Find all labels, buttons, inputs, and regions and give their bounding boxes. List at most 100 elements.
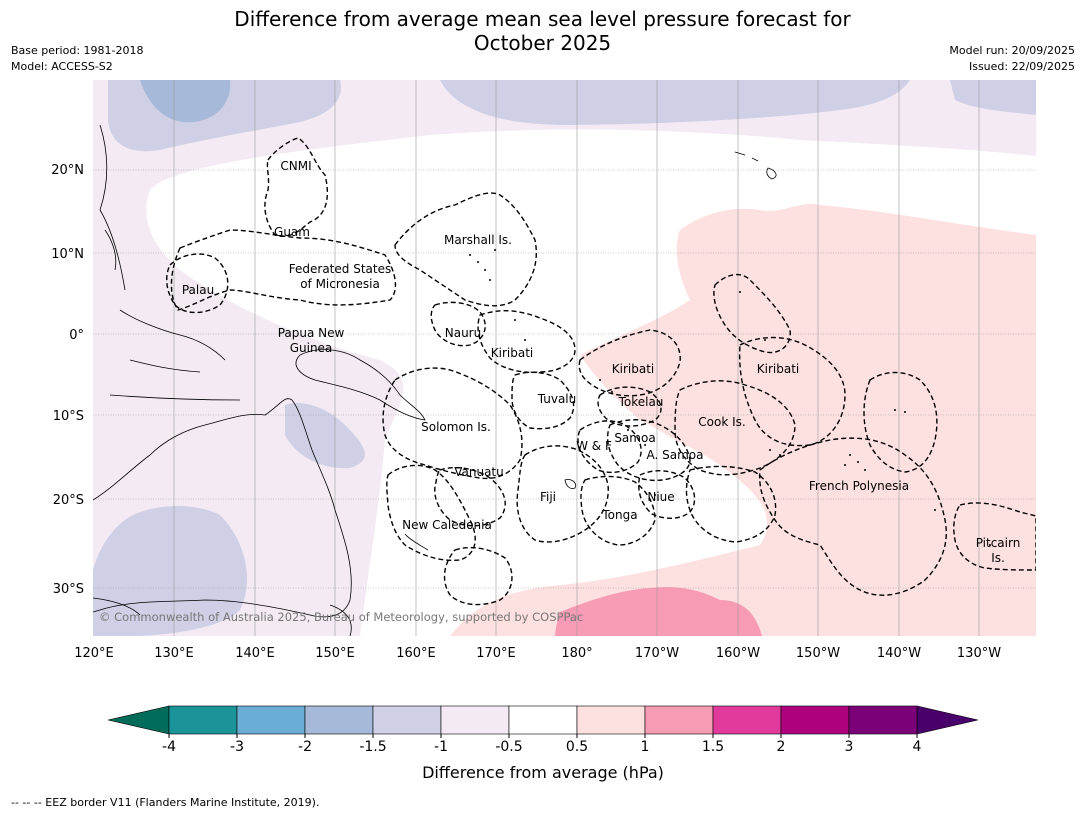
eez-vanuatu <box>434 466 506 527</box>
label-nauru: Nauru <box>445 326 481 340</box>
label-wallis-futuna: W & F <box>576 439 612 453</box>
eez-line-north <box>713 273 791 354</box>
eez-niue <box>638 470 696 519</box>
colorbar-tick-label: -0.5 <box>495 739 522 755</box>
label-marshall: Marshall Is. <box>444 233 512 247</box>
label-fsm-2: of Micronesia <box>300 277 380 291</box>
base-period: Base period: 1981-2018 <box>11 44 144 57</box>
south-coast <box>93 597 352 636</box>
colorbar-tick-label: -1 <box>434 739 448 755</box>
colorbar-tick-label: 3 <box>845 739 854 755</box>
meta-right: Model run: 20/09/2025 Issued: 22/09/2025 <box>949 43 1075 75</box>
field-steel-nw <box>140 80 231 123</box>
lon-label: 160°W <box>716 646 760 661</box>
label-cnmi: CNMI <box>280 159 311 173</box>
colorbar-swatch <box>780 705 850 735</box>
colorbar-swatch <box>644 705 714 735</box>
colorbar-swatch <box>304 705 374 735</box>
lon-label: 130°E <box>154 646 194 661</box>
label-kiribati-east: Kiribati <box>757 362 799 376</box>
eez-palau <box>166 253 229 314</box>
eez-french-polynesia-west <box>758 437 947 596</box>
eez-cnmi-guam <box>264 137 328 237</box>
lat-label: 20°N <box>51 163 84 178</box>
eez-solomon <box>382 367 523 480</box>
colorbar-tick-label: -3 <box>230 739 244 755</box>
colorbar-swatch <box>236 705 306 735</box>
copyright-notice: © Commonwealth of Australia 2025, Bureau… <box>99 610 583 624</box>
label-vanuatu: Vanuatu <box>454 465 504 479</box>
eez-tonga <box>580 475 656 546</box>
latitude-labels: 20°N 10°N 0° 10°S 20°S 30°S <box>51 163 84 597</box>
colorbar-tick-label: -4 <box>162 739 176 755</box>
lat-label: 0° <box>69 328 84 343</box>
field-blue-north <box>440 80 910 125</box>
eez-tokelau <box>597 386 662 427</box>
indonesia-coast <box>109 309 241 401</box>
coastlines <box>93 124 777 636</box>
longitude-labels: 120°E 130°E 140°E 150°E 160°E 170°E 180°… <box>74 646 1001 661</box>
field-pink-south <box>555 587 762 636</box>
eez-norfolk <box>443 546 513 606</box>
lon-label: 130°W <box>957 646 1001 661</box>
eez-nauru <box>430 301 486 347</box>
label-fiji: Fiji <box>540 490 556 504</box>
label-tuvalu: Tuvalu <box>537 392 577 406</box>
colorbar-under-arrow <box>107 705 170 735</box>
label-cook: Cook Is. <box>698 415 745 429</box>
label-french-polynesia: French Polynesia <box>809 479 909 493</box>
eez-borders <box>166 137 1036 606</box>
label-guam: Guam <box>274 225 310 239</box>
eez-cook-north <box>674 380 796 476</box>
lon-label: 170°W <box>635 646 679 661</box>
colorbar-tick-label: -1.5 <box>359 739 386 755</box>
label-kiribati-west: Kiribati <box>491 346 533 360</box>
field-neutral-tongue <box>623 425 767 541</box>
title-line-2: October 2025 <box>473 31 612 55</box>
meta-left: Base period: 1981-2018 Model: ACCESS-S2 <box>11 43 143 75</box>
label-tonga: Tonga <box>601 508 637 522</box>
colorbar-swatch <box>576 705 646 735</box>
lat-label: 20°S <box>53 493 84 508</box>
eez-footnote: -- -- -- EEZ border V11 (Flanders Marine… <box>11 796 320 809</box>
label-fsm-1: Federated States <box>289 262 391 276</box>
label-solomon: Solomon Is. <box>421 420 491 434</box>
eez-marquesas <box>863 371 938 473</box>
model-run: Model run: 20/09/2025 <box>949 44 1075 57</box>
fiji-coast <box>564 479 577 489</box>
eez-samoa <box>606 419 691 482</box>
title-line-1: Difference from average mean sea level p… <box>234 7 851 31</box>
colorbar-swatch <box>372 705 442 735</box>
island-dots <box>469 249 991 546</box>
field-pink-east <box>450 203 1036 636</box>
lon-label: 160°E <box>396 646 436 661</box>
colorbar-swatch <box>508 705 578 735</box>
new-guinea-coast <box>295 349 426 421</box>
lon-label: 140°W <box>877 646 921 661</box>
lon-label: 140°E <box>235 646 275 661</box>
colorbar-swatch <box>168 705 238 735</box>
lon-label: 120°E <box>74 646 114 661</box>
philippines-coast <box>99 124 126 291</box>
hawaii-coast <box>734 151 777 180</box>
colorbar-label: Difference from average (hPa) <box>422 763 664 782</box>
eez-new-caledonia <box>386 464 476 562</box>
label-new-caledonia: New Caledonia <box>402 518 492 532</box>
eez-marshall <box>394 192 537 307</box>
colorbar-swatch <box>440 705 510 735</box>
colorbar-tick-label: 1 <box>641 739 650 755</box>
eez-kiribati-gilbert <box>477 310 576 374</box>
lat-label: 10°N <box>51 247 84 262</box>
field-blue-ne <box>950 80 1036 115</box>
model-name: Model: ACCESS-S2 <box>11 60 113 73</box>
colorbar-tick-label: -2 <box>298 739 312 755</box>
colorbar-swatch <box>848 705 918 735</box>
issued-date: Issued: 22/09/2025 <box>968 60 1075 73</box>
lat-label: 30°S <box>53 582 84 597</box>
eez-line-south <box>738 336 846 447</box>
colorbar-tick-label: 4 <box>913 739 922 755</box>
label-kiribati-central: Kiribati <box>612 362 654 376</box>
colorbar-swatch <box>712 705 782 735</box>
colorbar-over-arrow <box>916 705 979 735</box>
